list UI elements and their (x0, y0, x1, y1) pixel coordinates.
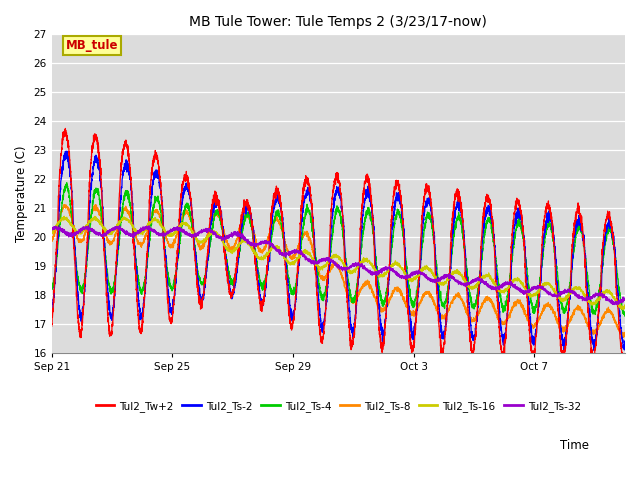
Legend: Tul2_Tw+2, Tul2_Ts-2, Tul2_Ts-4, Tul2_Ts-8, Tul2_Ts-16, Tul2_Ts-32: Tul2_Tw+2, Tul2_Ts-2, Tul2_Ts-4, Tul2_Ts… (92, 396, 585, 416)
Y-axis label: Temperature (C): Temperature (C) (15, 145, 28, 242)
Text: Time: Time (560, 439, 589, 452)
Text: MB_tule: MB_tule (66, 39, 118, 52)
Title: MB Tule Tower: Tule Temps 2 (3/23/17-now): MB Tule Tower: Tule Temps 2 (3/23/17-now… (189, 15, 487, 29)
